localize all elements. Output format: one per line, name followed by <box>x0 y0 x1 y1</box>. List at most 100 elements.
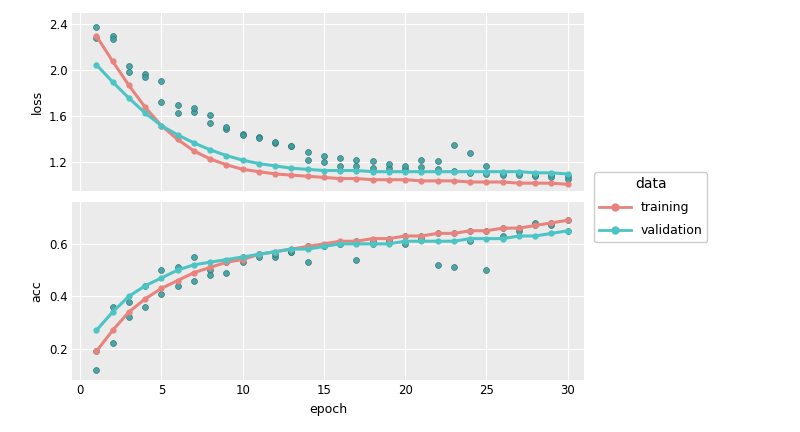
Point <box>334 240 346 247</box>
Point <box>204 112 217 119</box>
Point <box>138 303 151 310</box>
Point <box>562 173 574 180</box>
Point <box>90 366 102 373</box>
Point <box>562 227 574 234</box>
Point <box>464 169 477 176</box>
Point <box>155 290 168 297</box>
Point <box>415 232 428 239</box>
Point <box>464 238 477 245</box>
Point <box>318 152 330 159</box>
Point <box>302 259 314 266</box>
Point <box>171 264 184 271</box>
Point <box>302 157 314 164</box>
Point <box>187 108 200 115</box>
Point <box>285 143 298 150</box>
Point <box>545 172 558 178</box>
Point <box>399 162 412 169</box>
Point <box>431 166 444 173</box>
Point <box>513 169 526 176</box>
Point <box>513 172 526 178</box>
Point <box>382 238 395 245</box>
Point <box>269 138 282 145</box>
Point <box>545 222 558 229</box>
Point <box>480 227 493 234</box>
Point <box>447 142 460 149</box>
Point <box>415 157 428 164</box>
Point <box>431 261 444 268</box>
Point <box>253 134 266 141</box>
Point <box>171 110 184 117</box>
Point <box>334 240 346 247</box>
Point <box>171 283 184 289</box>
Point <box>253 251 266 258</box>
Point <box>187 277 200 284</box>
Point <box>480 162 493 169</box>
Point <box>382 165 395 172</box>
Point <box>122 62 135 69</box>
Point <box>253 135 266 142</box>
Point <box>350 238 363 245</box>
Point <box>318 243 330 250</box>
Point <box>366 238 379 245</box>
Point <box>496 225 509 232</box>
Point <box>529 222 542 229</box>
Point <box>350 162 363 169</box>
Point <box>122 68 135 75</box>
Point <box>529 219 542 226</box>
Legend: training, validation: training, validation <box>594 172 707 242</box>
Point <box>399 166 412 173</box>
Point <box>155 77 168 84</box>
Point <box>90 348 102 355</box>
Point <box>204 120 217 127</box>
Point <box>562 175 574 182</box>
Point <box>302 243 314 250</box>
Point <box>496 172 509 178</box>
Point <box>236 259 249 266</box>
Point <box>285 143 298 150</box>
Point <box>285 248 298 255</box>
Point <box>90 23 102 30</box>
Point <box>545 174 558 181</box>
Point <box>415 164 428 171</box>
Point <box>513 225 526 232</box>
Point <box>529 172 542 178</box>
Y-axis label: loss: loss <box>30 90 43 114</box>
Point <box>464 227 477 234</box>
Point <box>529 173 542 180</box>
Point <box>562 217 574 224</box>
Point <box>269 140 282 146</box>
Point <box>431 230 444 237</box>
Point <box>171 102 184 108</box>
Point <box>253 254 266 260</box>
Point <box>350 256 363 263</box>
Point <box>285 248 298 255</box>
Point <box>382 160 395 167</box>
Point <box>269 254 282 260</box>
Point <box>513 227 526 234</box>
Point <box>187 105 200 112</box>
Point <box>236 254 249 260</box>
Point <box>155 98 168 105</box>
Point <box>447 264 460 271</box>
Point <box>480 171 493 178</box>
Point <box>382 235 395 242</box>
Point <box>447 230 460 237</box>
Point <box>106 303 119 310</box>
Point <box>220 126 233 133</box>
Point <box>399 232 412 239</box>
Point <box>545 219 558 226</box>
Point <box>187 254 200 260</box>
Y-axis label: acc: acc <box>30 280 44 302</box>
Point <box>350 157 363 164</box>
Point <box>496 232 509 239</box>
Point <box>138 70 151 77</box>
Point <box>334 154 346 161</box>
Point <box>236 131 249 138</box>
Point <box>106 32 119 39</box>
Point <box>106 340 119 347</box>
Point <box>220 124 233 130</box>
Point <box>415 235 428 242</box>
Point <box>269 251 282 258</box>
Point <box>220 269 233 276</box>
Point <box>447 167 460 174</box>
